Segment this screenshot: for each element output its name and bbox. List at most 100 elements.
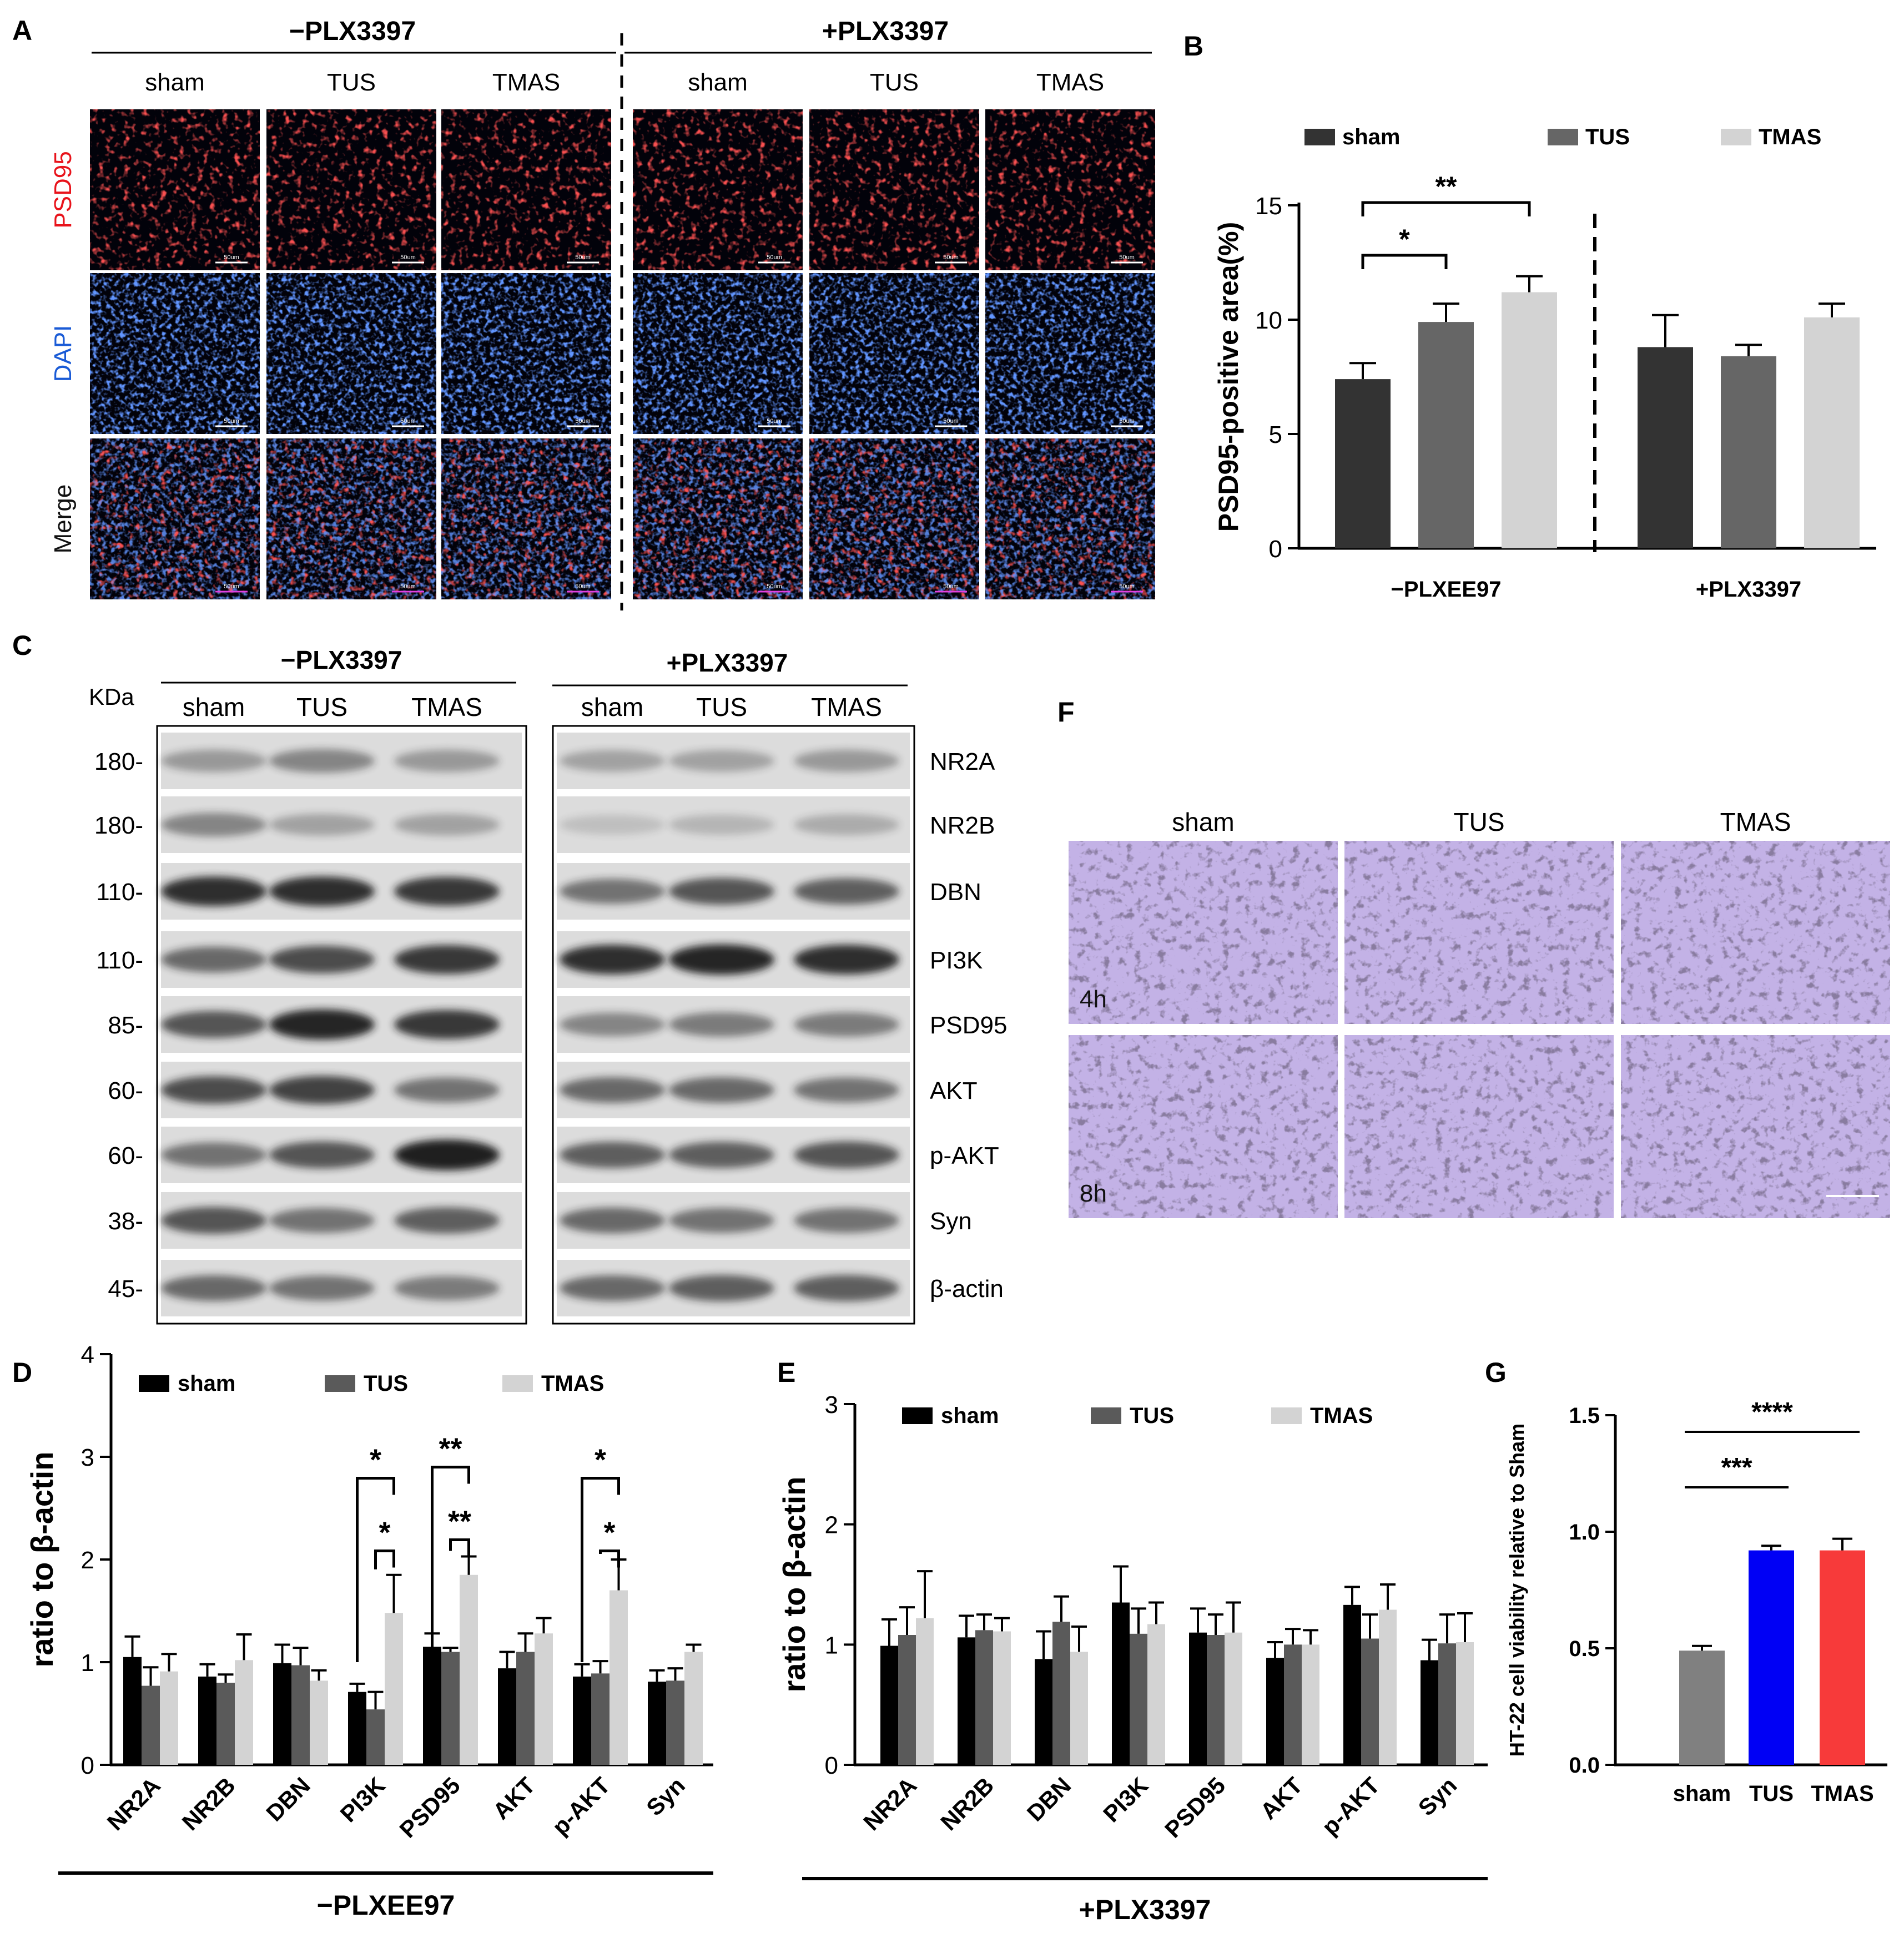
panel-letter-a: A bbox=[12, 15, 32, 46]
micrograph-merge: 50um bbox=[985, 438, 1155, 599]
cell-image-4h bbox=[1344, 841, 1614, 1024]
bar-tus-psd95 bbox=[441, 1652, 460, 1765]
y-tick-label: 0.0 bbox=[1569, 1753, 1600, 1778]
blot-band bbox=[269, 946, 375, 973]
y-tick-label: 1 bbox=[81, 1649, 94, 1677]
blot-band bbox=[669, 1077, 774, 1103]
bar-tus-pi3k bbox=[366, 1709, 385, 1765]
blot-band bbox=[669, 877, 774, 905]
significance-bracket bbox=[374, 1550, 395, 1569]
legend-label: TUS bbox=[1585, 125, 1630, 149]
panel-letter-g: G bbox=[1485, 1357, 1507, 1388]
scale-bar-label: 50um bbox=[943, 418, 959, 425]
legend-label: TMAS bbox=[1759, 125, 1821, 149]
bar-tmas-p-akt bbox=[1379, 1609, 1397, 1765]
blot-band bbox=[161, 1207, 266, 1234]
y-tick-label: 1.0 bbox=[1569, 1520, 1600, 1545]
bar-tmas bbox=[1820, 1550, 1865, 1765]
x-tick-label: PI3K bbox=[1098, 1772, 1153, 1827]
legend-item-sham: sham bbox=[139, 1371, 236, 1396]
bar-sham-dbn bbox=[1035, 1659, 1052, 1765]
scale-bar-label: 50um bbox=[224, 254, 239, 261]
blot-band bbox=[560, 1275, 665, 1301]
bar-sham-p-akt bbox=[573, 1676, 591, 1765]
panel-letters: A B C D E F G bbox=[12, 15, 1507, 1388]
panel-c-western-blot: −PLX3397 +PLX3397 KDa sham TUS TMAS sham TUS… bbox=[89, 645, 1007, 1325]
panel-a-row-label-merge: Merge bbox=[49, 484, 77, 554]
micrograph-dapi: 50um bbox=[809, 273, 979, 434]
significance-label: * bbox=[370, 1444, 381, 1477]
bar-sham-syn bbox=[1421, 1660, 1438, 1765]
scale-bar-label: 50um bbox=[767, 583, 782, 590]
significance-bracket bbox=[449, 1538, 470, 1557]
panel-letter-e: E bbox=[777, 1357, 795, 1388]
legend-label: sham bbox=[941, 1404, 999, 1428]
blot-row-p-akt: 60- p-AKT bbox=[108, 1127, 999, 1183]
x-tick-label: DBN bbox=[261, 1772, 315, 1826]
y-tick-label: 5 bbox=[1269, 421, 1282, 448]
blot-band bbox=[394, 1010, 500, 1039]
legend-item-sham: sham bbox=[902, 1404, 999, 1428]
cell-image-4h bbox=[1069, 841, 1338, 1024]
blot-band bbox=[794, 878, 899, 905]
bar-sham-nr2b bbox=[958, 1637, 975, 1765]
blot-band bbox=[269, 1009, 375, 1040]
y-tick-label: 15 bbox=[1255, 193, 1282, 220]
bar-sham-1 bbox=[1335, 379, 1391, 548]
panel-f-cell-images: sham TUS TMAS 4h 8h bbox=[1069, 807, 1890, 1218]
legend-label: sham bbox=[178, 1371, 236, 1396]
protein-label: NR2B bbox=[930, 812, 995, 839]
bar-sham-nr2b bbox=[198, 1676, 216, 1765]
blot-band bbox=[794, 945, 899, 975]
micrograph-dapi: 50um bbox=[633, 273, 803, 434]
panel-a-row-label-dapi: DAPI bbox=[49, 325, 77, 382]
scale-bar-label: 50um bbox=[1119, 418, 1135, 425]
bar-tmas-nr2a bbox=[916, 1618, 934, 1765]
panel-letter-d: D bbox=[12, 1357, 32, 1388]
kda-marker: 38- bbox=[108, 1208, 143, 1235]
panel-a-column-label: sham bbox=[688, 69, 748, 96]
kda-marker: 85- bbox=[108, 1012, 143, 1039]
blot-band bbox=[560, 945, 665, 975]
blot-lane-label: TUS bbox=[696, 693, 747, 721]
blot-row-syn: 38- Syn bbox=[108, 1192, 972, 1249]
group-label: +PLX3397 bbox=[1696, 577, 1801, 602]
blot-band bbox=[560, 1077, 665, 1103]
y-tick-label: 0 bbox=[825, 1752, 838, 1779]
legend-item-tmas: TMAS bbox=[1721, 125, 1821, 149]
micrograph-merge: 50um bbox=[266, 438, 436, 599]
protein-label: PI3K bbox=[930, 947, 983, 974]
significance-label: * bbox=[1399, 224, 1410, 255]
micrograph-dapi: 50um bbox=[441, 273, 611, 434]
legend-swatch bbox=[325, 1375, 355, 1392]
blot-lane-label: sham bbox=[581, 693, 643, 721]
scale-bar-label: 50um bbox=[767, 418, 782, 425]
y-tick-label: 0 bbox=[81, 1752, 94, 1779]
group-label: −PLXEE97 bbox=[317, 1890, 455, 1921]
y-tick-label: 0.5 bbox=[1569, 1637, 1600, 1661]
bar-tus-nr2a bbox=[142, 1685, 160, 1765]
bar-sham-nr2a bbox=[123, 1657, 142, 1765]
bar-tus-dbn bbox=[1052, 1622, 1070, 1765]
blot-band bbox=[394, 945, 500, 975]
blot-band bbox=[394, 749, 500, 773]
micrograph-psd95: 50um bbox=[633, 109, 803, 270]
legend-item-tmas: TMAS bbox=[502, 1371, 604, 1396]
bar-tmas-p-akt bbox=[610, 1590, 628, 1765]
scale-bar-label: 50um bbox=[943, 583, 959, 590]
bar-tus-akt bbox=[1284, 1644, 1302, 1765]
kda-marker: 110- bbox=[96, 879, 143, 906]
bar-sham-akt bbox=[498, 1668, 516, 1765]
legend-item-tus: TUS bbox=[1548, 125, 1630, 149]
blot-band bbox=[394, 1207, 500, 1234]
blot-band bbox=[269, 749, 375, 773]
bar-tmas-1 bbox=[1502, 292, 1557, 548]
protein-label: Syn bbox=[930, 1208, 972, 1235]
micrograph-dapi: 50um bbox=[266, 273, 436, 434]
blot-band bbox=[794, 1208, 899, 1233]
scale-bar-label: 50um bbox=[1119, 583, 1135, 590]
y-tick-label: 1 bbox=[825, 1632, 838, 1659]
significance-bracket bbox=[356, 1477, 395, 1662]
legend-swatch bbox=[1091, 1407, 1121, 1424]
